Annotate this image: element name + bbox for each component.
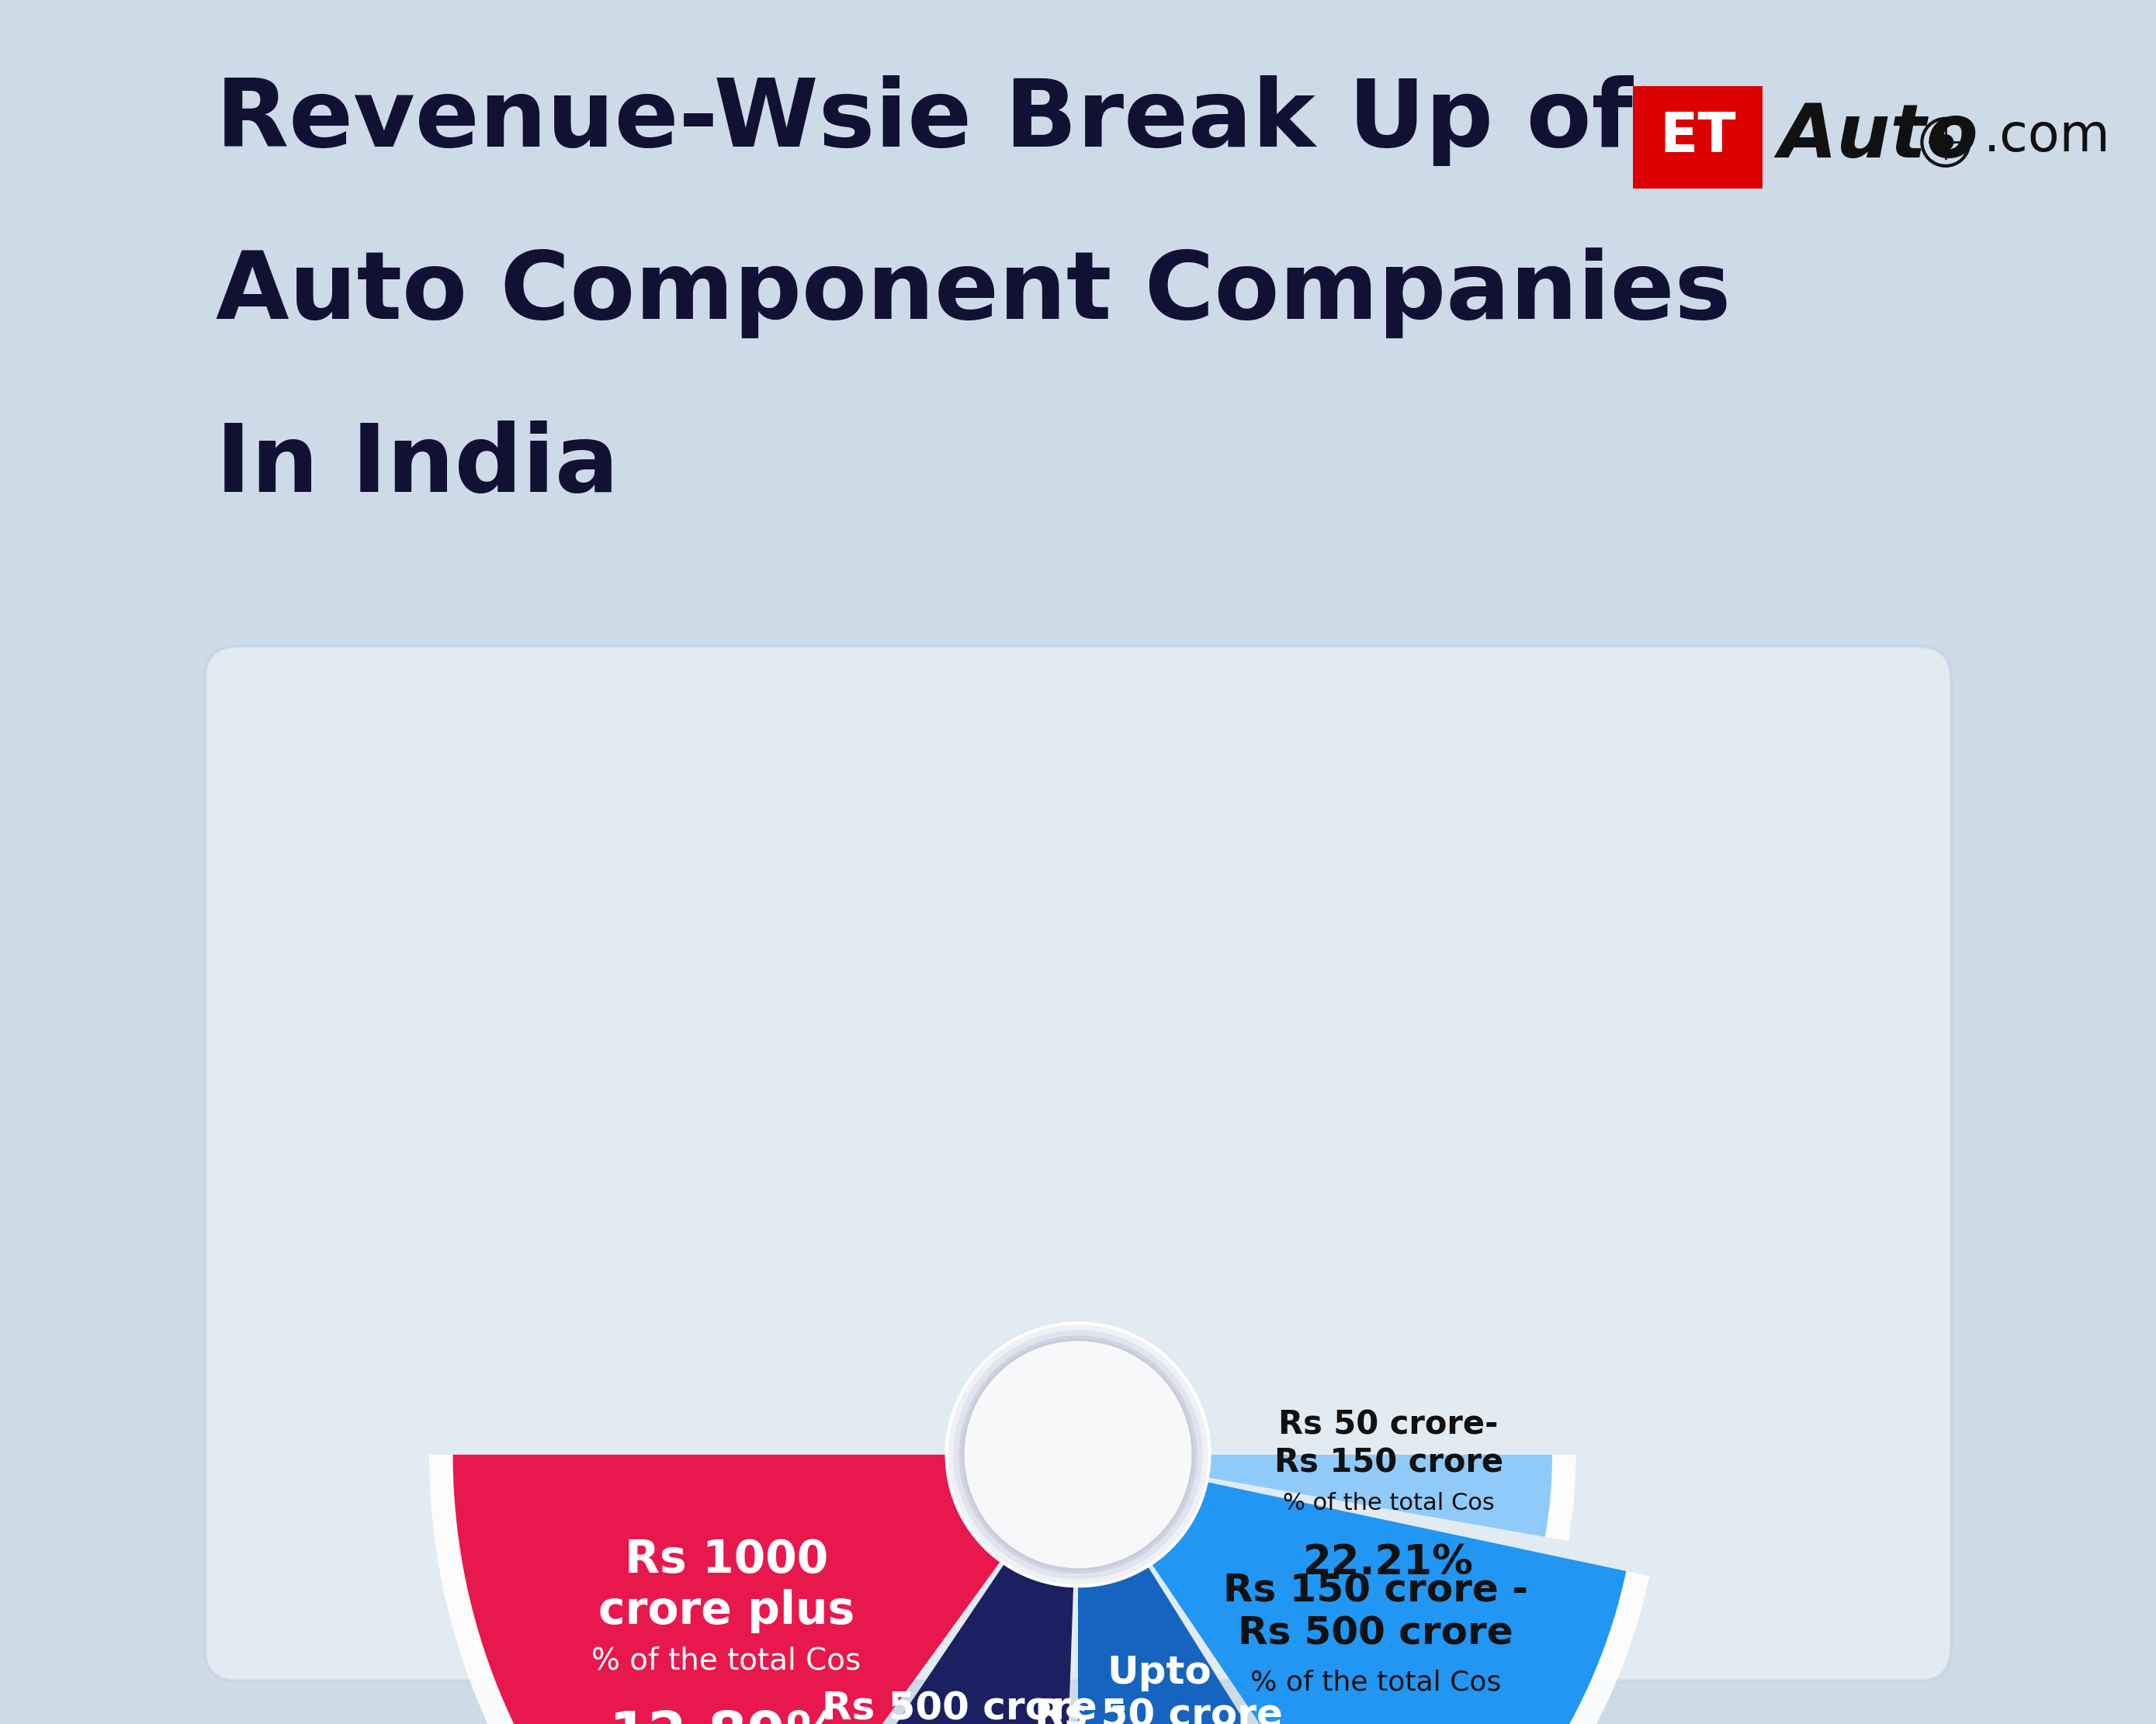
Wedge shape xyxy=(1078,1550,1313,1724)
FancyBboxPatch shape xyxy=(205,646,1951,1681)
Text: ET: ET xyxy=(1660,110,1736,164)
Wedge shape xyxy=(1190,1455,1552,1538)
Text: Upto
Rs 50 crore: Upto Rs 50 crore xyxy=(1035,1653,1283,1724)
Text: Rs 1000
crore plus: Rs 1000 crore plus xyxy=(597,1538,854,1633)
Circle shape xyxy=(1938,134,1953,150)
Text: % of the total Cos: % of the total Cos xyxy=(591,1646,860,1676)
Circle shape xyxy=(964,1340,1192,1571)
Circle shape xyxy=(955,1331,1201,1579)
Text: % of the total Cos: % of the total Cos xyxy=(1283,1491,1494,1515)
Circle shape xyxy=(966,1341,1190,1567)
Wedge shape xyxy=(1190,1455,1576,1541)
Text: 22.21%: 22.21% xyxy=(1302,1543,1475,1583)
Wedge shape xyxy=(789,1548,1074,1724)
Wedge shape xyxy=(1141,1477,1626,1724)
Text: % of the total Cos: % of the total Cos xyxy=(1250,1669,1501,1695)
Text: Rs 150 crore -
Rs 500 crore: Rs 150 crore - Rs 500 crore xyxy=(1222,1572,1529,1653)
Text: 12.89%: 12.89% xyxy=(610,1710,843,1724)
Wedge shape xyxy=(1141,1477,1649,1724)
FancyBboxPatch shape xyxy=(1632,86,1761,188)
Wedge shape xyxy=(453,1455,1011,1724)
Circle shape xyxy=(946,1322,1210,1588)
Text: Auto Component Companies: Auto Component Companies xyxy=(216,248,1731,338)
Circle shape xyxy=(959,1336,1197,1572)
Text: Auto: Auto xyxy=(1779,100,1979,172)
Wedge shape xyxy=(429,1455,1011,1724)
Text: .com: .com xyxy=(1984,112,2111,162)
Wedge shape xyxy=(776,1548,1074,1724)
Text: Rs 50 crore-
Rs 150 crore: Rs 50 crore- Rs 150 crore xyxy=(1274,1409,1503,1479)
Text: Revenue-Wsie Break Up of: Revenue-Wsie Break Up of xyxy=(216,76,1632,166)
Text: In India: In India xyxy=(216,421,619,510)
Wedge shape xyxy=(1078,1550,1324,1724)
Circle shape xyxy=(949,1326,1207,1584)
Text: Rs 500 crore -
Rs 1000 crore: Rs 500 crore - Rs 1000 crore xyxy=(821,1690,1128,1724)
